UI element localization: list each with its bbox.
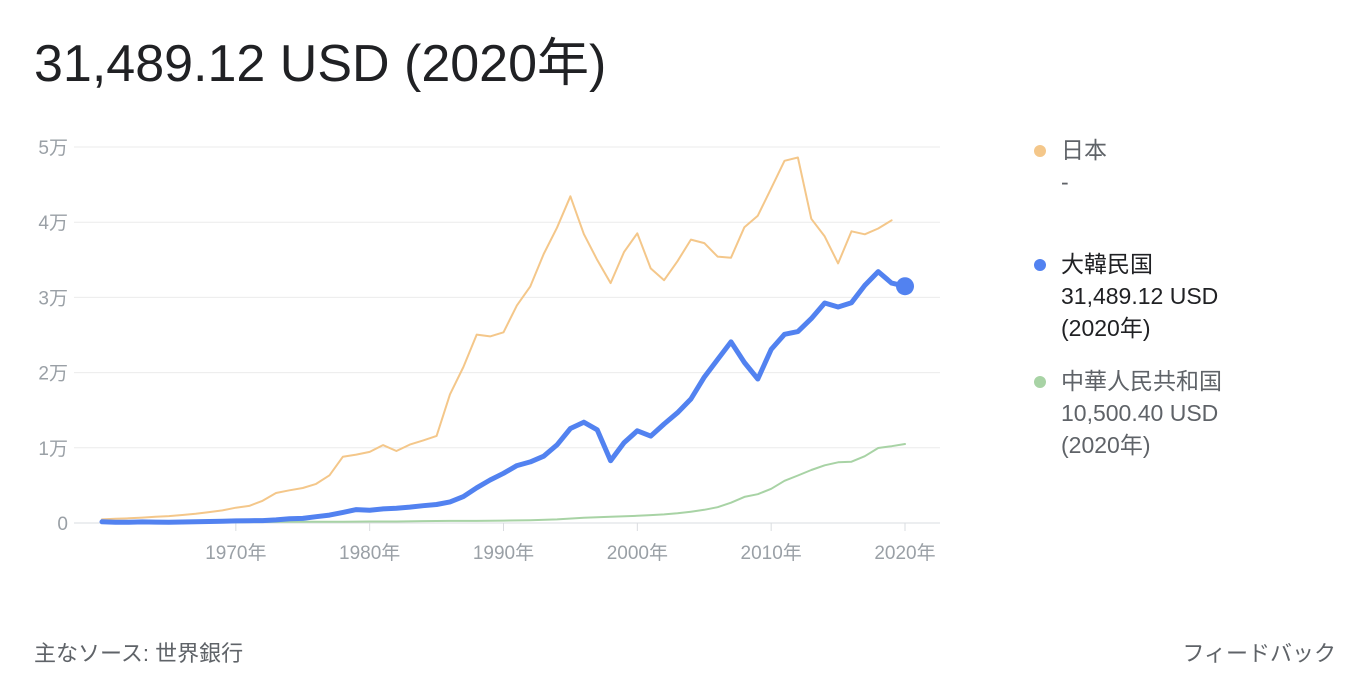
legend-empty-value-japan: -	[1061, 169, 1069, 195]
feedback-link[interactable]: フィードバック	[1182, 641, 1336, 666]
x-tick-label: 1980年	[339, 542, 400, 564]
legend-year-korea: (2020年)	[1061, 315, 1151, 341]
y-tick-label: 4万	[38, 213, 68, 234]
x-axis-ticks: 1970年 1980年 1990年 2000年 2010年 2020年	[205, 523, 936, 564]
x-tick-label: 1970年	[205, 542, 266, 564]
series-line-0[interactable]	[101, 156, 893, 521]
legend-dot-china	[1034, 376, 1046, 388]
grid-layer	[74, 146, 940, 524]
legend-value-korea: 31,489.12 USD	[1061, 283, 1219, 309]
y-tick-label: 0	[57, 514, 68, 535]
y-tick-label: 1万	[38, 439, 68, 460]
legend-dot-japan	[1034, 145, 1046, 157]
legend-dot-korea	[1034, 259, 1046, 271]
y-tick-label: 5万	[38, 138, 68, 159]
series-endpoint-marker[interactable]	[896, 277, 914, 296]
x-tick-label: 2010年	[741, 542, 802, 564]
series-layer	[99, 156, 914, 525]
headline-value: 31,489.12 USD (2020年)	[34, 35, 607, 93]
series-line-1[interactable]	[99, 269, 908, 525]
y-axis-ticks: 0 1万 2万 3万 4万 5万	[38, 138, 68, 535]
legend-value-china: 10,500.40 USD	[1061, 400, 1219, 426]
legend-year-china: (2020年)	[1061, 432, 1151, 458]
source-note: 主なソース: 世界銀行	[34, 641, 244, 666]
x-tick-label: 2000年	[607, 542, 668, 564]
legend-name-japan: 日本	[1061, 137, 1107, 163]
y-tick-label: 2万	[38, 364, 68, 385]
x-tick-label: 2020年	[874, 542, 935, 564]
y-tick-label: 3万	[38, 288, 68, 309]
legend-name-korea: 大韓民国	[1061, 251, 1153, 277]
legend-name-china: 中華人民共和国	[1061, 368, 1222, 394]
x-tick-label: 1990年	[473, 542, 534, 564]
